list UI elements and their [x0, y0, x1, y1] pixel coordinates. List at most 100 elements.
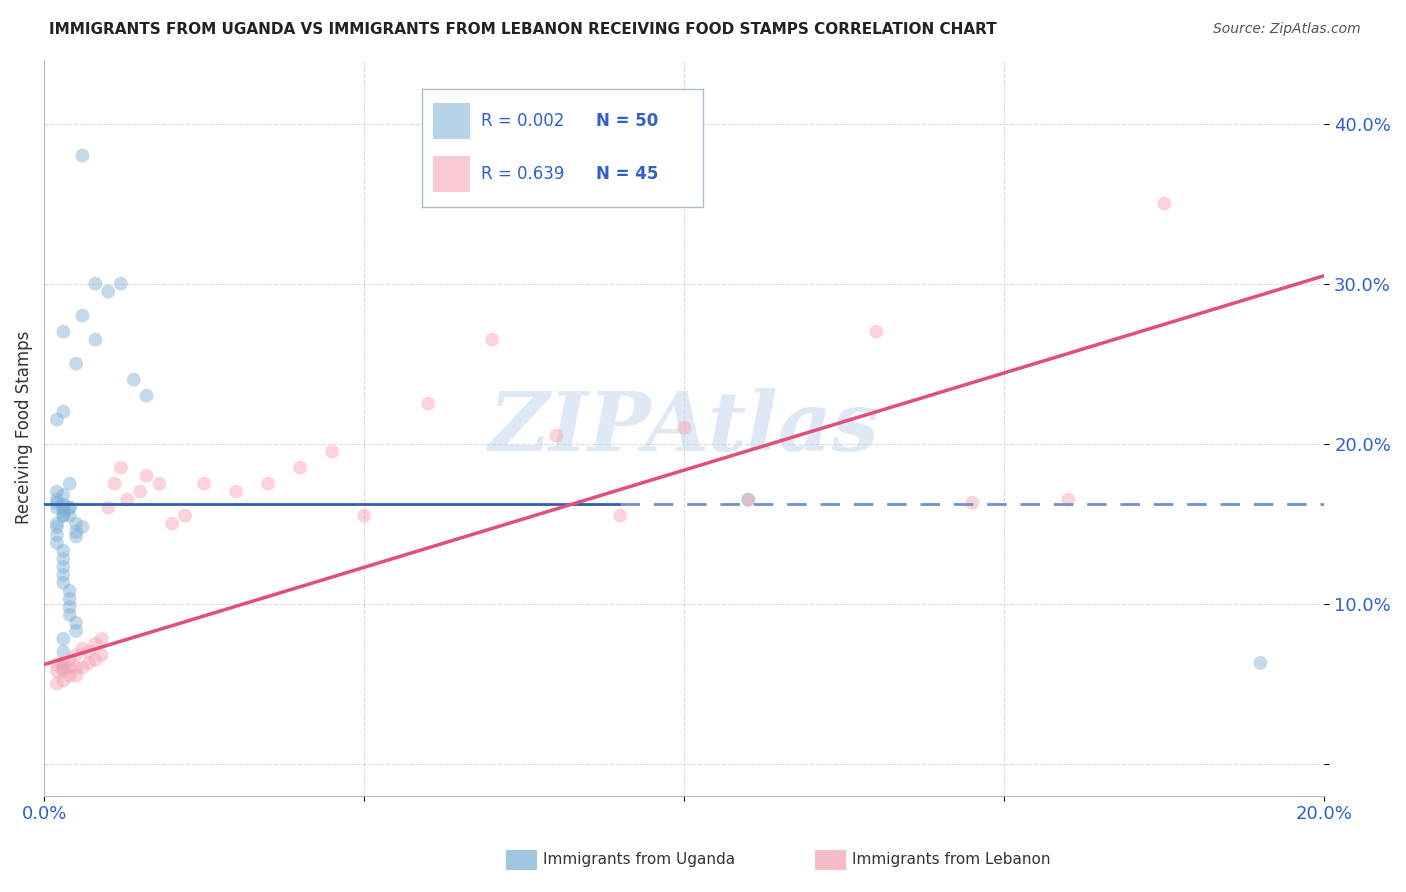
Point — [59, 599, 82, 614]
Point — [45, 496, 67, 510]
Point — [65, 669, 87, 683]
Point — [59, 476, 82, 491]
Point — [45, 484, 67, 499]
Point — [52, 500, 75, 515]
Point — [193, 476, 215, 491]
Point — [52, 325, 75, 339]
Point — [52, 504, 75, 518]
Point — [103, 476, 125, 491]
Point — [52, 498, 75, 512]
Point — [59, 669, 82, 683]
Point — [65, 615, 87, 630]
Point — [65, 516, 87, 531]
Point — [65, 357, 87, 371]
Y-axis label: Receiving Food Stamps: Receiving Food Stamps — [15, 331, 32, 524]
Point — [52, 508, 75, 523]
Point — [135, 389, 157, 403]
Point — [77, 656, 100, 670]
Point — [52, 645, 75, 659]
Point — [1249, 656, 1271, 670]
Point — [45, 528, 67, 542]
Point — [288, 460, 311, 475]
Text: IMMIGRANTS FROM UGANDA VS IMMIGRANTS FROM LEBANON RECEIVING FOOD STAMPS CORRELAT: IMMIGRANTS FROM UGANDA VS IMMIGRANTS FRO… — [49, 22, 997, 37]
Point — [59, 500, 82, 515]
Point — [117, 492, 139, 507]
Point — [52, 544, 75, 558]
Point — [129, 484, 152, 499]
Point — [45, 412, 67, 426]
Text: Source: ZipAtlas.com: Source: ZipAtlas.com — [1213, 22, 1361, 37]
Point — [1153, 196, 1175, 211]
Point — [90, 632, 112, 646]
Point — [174, 508, 197, 523]
Point — [225, 484, 247, 499]
Point — [1057, 492, 1080, 507]
Point — [72, 309, 94, 323]
Point — [65, 648, 87, 662]
Point — [418, 397, 440, 411]
Point — [45, 657, 67, 672]
Point — [52, 488, 75, 502]
Point — [481, 333, 503, 347]
Point — [84, 333, 107, 347]
Point — [65, 624, 87, 638]
Point — [84, 277, 107, 291]
Text: ZIPAtlas: ZIPAtlas — [489, 388, 880, 467]
Point — [52, 632, 75, 646]
Point — [673, 420, 696, 434]
Point — [609, 508, 631, 523]
Point — [59, 607, 82, 622]
Point — [321, 444, 343, 458]
Point — [72, 641, 94, 656]
Point — [59, 508, 82, 523]
Point — [45, 677, 67, 691]
Point — [72, 520, 94, 534]
Point — [52, 560, 75, 574]
Point — [160, 516, 183, 531]
Point — [737, 492, 759, 507]
Point — [135, 468, 157, 483]
Point — [59, 591, 82, 606]
Point — [110, 460, 132, 475]
Point — [59, 500, 82, 515]
Point — [52, 552, 75, 566]
Point — [84, 653, 107, 667]
Point — [52, 664, 75, 678]
Point — [45, 516, 67, 531]
Point — [45, 500, 67, 515]
Point — [257, 476, 280, 491]
Point — [962, 496, 984, 510]
Point — [52, 405, 75, 419]
Point — [45, 536, 67, 550]
Point — [737, 492, 759, 507]
Point — [45, 664, 67, 678]
Point — [65, 524, 87, 539]
Point — [45, 520, 67, 534]
Point — [77, 645, 100, 659]
Point — [546, 428, 568, 442]
Point — [52, 568, 75, 582]
Point — [84, 637, 107, 651]
Point — [45, 492, 67, 507]
Point — [90, 648, 112, 662]
Point — [52, 656, 75, 670]
Text: Immigrants from Lebanon: Immigrants from Lebanon — [852, 853, 1050, 867]
Point — [72, 661, 94, 675]
Point — [59, 653, 82, 667]
Point — [97, 285, 120, 299]
Point — [865, 325, 887, 339]
Point — [353, 508, 375, 523]
Point — [122, 373, 145, 387]
Point — [65, 661, 87, 675]
Point — [59, 583, 82, 598]
Point — [52, 673, 75, 688]
Point — [110, 277, 132, 291]
Point — [52, 508, 75, 523]
Point — [59, 661, 82, 675]
Point — [52, 575, 75, 590]
Text: Immigrants from Uganda: Immigrants from Uganda — [543, 853, 735, 867]
Point — [148, 476, 170, 491]
Point — [72, 148, 94, 162]
Point — [65, 529, 87, 543]
Point — [52, 661, 75, 675]
